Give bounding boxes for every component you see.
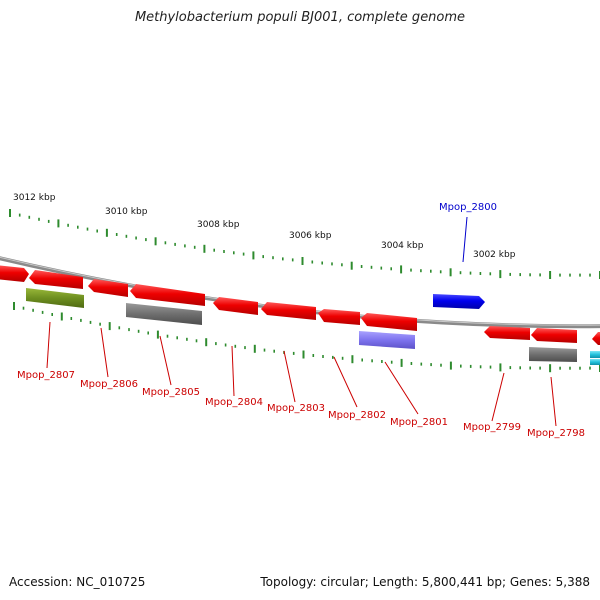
outer-scale-ticks <box>9 209 600 279</box>
gene-mpop-2804[interactable] <box>213 297 258 315</box>
gene-track-reverse <box>0 265 600 345</box>
gene-mpop-2806[interactable] <box>88 279 128 297</box>
feature-track <box>26 288 600 365</box>
scale-label: 3004 kbp <box>381 241 424 251</box>
gene-mpop-2799[interactable] <box>484 326 530 340</box>
gene-label[interactable]: Mpop_2804 <box>205 397 263 408</box>
gene-label[interactable]: Mpop_2802 <box>328 410 386 421</box>
genome-summary-text: Topology: circular; Length: 5,800,441 bp… <box>260 575 590 589</box>
scale-label: 3012 kbp <box>13 193 56 203</box>
feature-bar-olive[interactable] <box>26 288 84 308</box>
gene-mpop-2807[interactable] <box>29 270 83 289</box>
gene-mpop-2803[interactable] <box>261 302 316 320</box>
gene-label[interactable]: Mpop_2805 <box>142 387 200 398</box>
feature-bar-cyan[interactable] <box>590 359 600 365</box>
gene-mpop-2801[interactable] <box>361 313 417 331</box>
feature-bar-purple[interactable] <box>359 331 415 349</box>
map-title: Methylobacterium populi BJ001, complete … <box>134 10 466 25</box>
gene-label[interactable]: Mpop_2801 <box>390 417 448 428</box>
gene-mpop-2802[interactable] <box>318 309 360 325</box>
gene-mpop-2805[interactable] <box>130 284 205 306</box>
scale-label: 3008 kbp <box>197 220 240 230</box>
gene-label[interactable]: Mpop_2800 <box>439 202 497 213</box>
gene-mpop-2808[interactable] <box>0 265 29 282</box>
gene-label[interactable]: Mpop_2803 <box>267 403 325 414</box>
gene-label[interactable]: Mpop_2807 <box>17 370 75 381</box>
gene-label[interactable]: Mpop_2799 <box>463 422 521 433</box>
gene-mpop-2798[interactable] <box>531 328 577 343</box>
scale-label: 3002 kbp <box>473 250 516 260</box>
feature-bar-gray[interactable] <box>529 347 577 362</box>
label-leaders <box>46 216 557 427</box>
gene-mpop-2800[interactable] <box>433 294 485 309</box>
accession-text: Accession: NC_010725 <box>9 575 146 589</box>
scale-label: 3006 kbp <box>289 231 332 241</box>
gene-partial-right[interactable] <box>592 332 600 345</box>
feature-bar-cyan[interactable] <box>590 351 600 358</box>
feature-bar-gray[interactable] <box>126 303 202 325</box>
scale-label: 3010 kbp <box>105 207 148 217</box>
gene-label[interactable]: Mpop_2798 <box>527 428 585 439</box>
gene-label[interactable]: Mpop_2806 <box>80 379 138 390</box>
inner-scale-ticks <box>13 302 600 373</box>
